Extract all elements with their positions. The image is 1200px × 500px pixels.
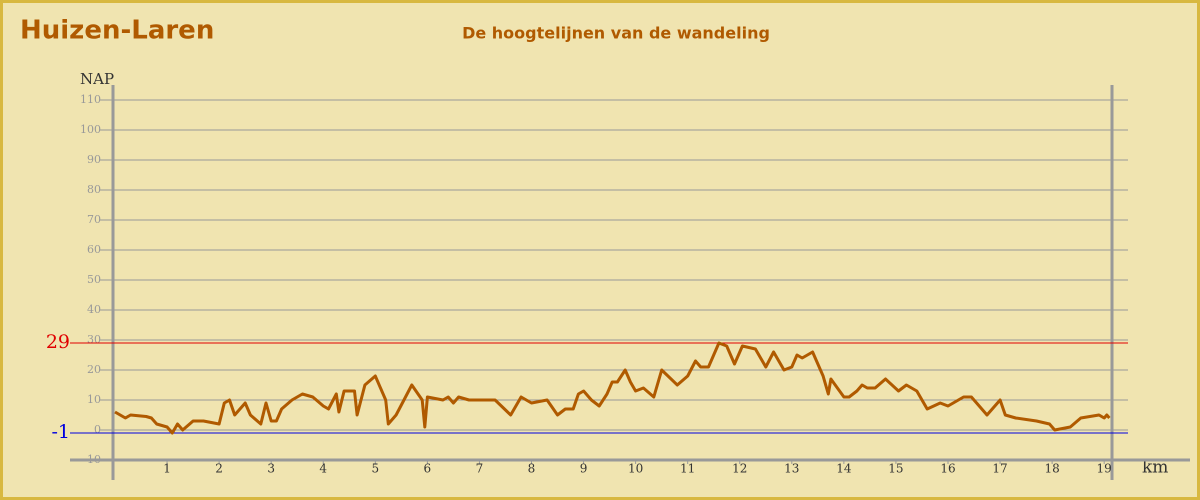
y-tick-label: 20: [87, 363, 101, 376]
chart-subtitle: De hoogtelijnen van de wandeling: [462, 24, 770, 43]
x-tick-label: 12: [732, 462, 747, 476]
x-tick-label: 14: [836, 462, 852, 476]
y-tick-label: 50: [87, 273, 101, 286]
chart-title: Huizen-Laren: [20, 16, 214, 46]
y-tick-label: 110: [80, 93, 101, 106]
x-tick-label: 18: [1044, 462, 1059, 476]
y-tick-label: 60: [87, 243, 101, 256]
x-tick-label: 9: [580, 462, 588, 476]
x-tick-label: 2: [215, 462, 223, 476]
y-tick-label: 30: [87, 333, 101, 346]
x-tick-label: 11: [680, 462, 695, 476]
max-line-label: 29: [46, 331, 70, 353]
x-tick-label: 16: [940, 462, 955, 476]
x-tick-label: 1: [163, 462, 171, 476]
x-tick-label: 7: [476, 462, 484, 476]
x-tick-label: 17: [992, 462, 1007, 476]
elevation-line: [114, 341, 1111, 435]
x-tick-label: 5: [371, 462, 379, 476]
x-tick-label: 4: [319, 462, 327, 476]
y-tick-label: 70: [87, 213, 101, 226]
x-tick-label: 15: [888, 462, 903, 476]
x-tick-label: 19: [1097, 462, 1112, 476]
y-tick-label: 10: [87, 393, 101, 406]
y-tick-label: 0: [94, 423, 101, 436]
x-tick-label: 10: [628, 462, 643, 476]
y-axis-label: NAP: [80, 70, 114, 88]
x-tick-label: 13: [784, 462, 799, 476]
x-tick-label: 8: [528, 462, 536, 476]
min-line-label: -1: [51, 421, 70, 443]
y-tick-label: 90: [87, 153, 101, 166]
x-tick-label: 6: [424, 462, 432, 476]
y-tick-label: 80: [87, 183, 101, 196]
y-tick-label: 40: [87, 303, 101, 316]
x-tick-label: 3: [267, 462, 275, 476]
y-tick-label: 100: [80, 123, 101, 136]
x-axis-label: km: [1142, 458, 1168, 478]
